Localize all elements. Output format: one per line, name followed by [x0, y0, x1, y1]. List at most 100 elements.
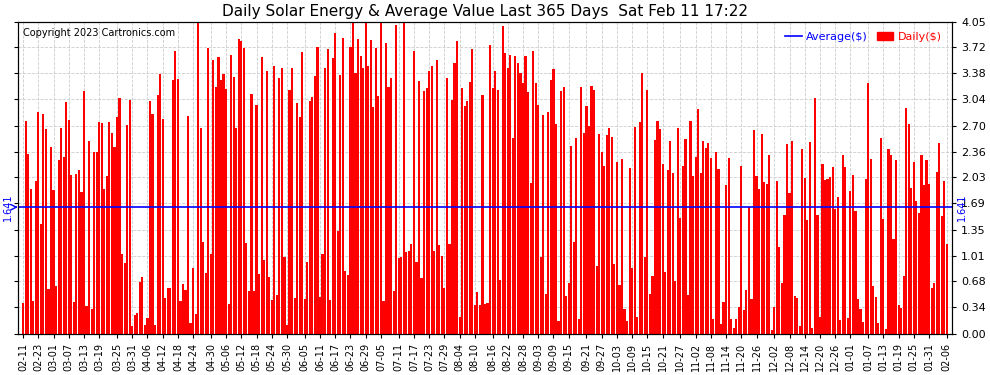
Bar [324, 69, 326, 333]
Bar [346, 276, 349, 333]
Bar [148, 101, 151, 333]
Bar [540, 257, 542, 333]
Bar [890, 154, 892, 333]
Bar [461, 88, 463, 333]
Bar [720, 324, 722, 333]
Bar [62, 157, 64, 333]
Bar [182, 284, 184, 333]
Bar [207, 48, 210, 333]
Bar [215, 87, 217, 333]
Bar [200, 128, 202, 333]
Bar [179, 301, 181, 333]
Bar [468, 82, 471, 333]
Bar [601, 152, 603, 333]
Bar [903, 276, 905, 333]
Bar [144, 326, 146, 333]
Bar [93, 152, 95, 333]
Bar [502, 26, 504, 333]
Bar [164, 298, 166, 333]
Bar [195, 314, 197, 333]
Bar [928, 184, 931, 333]
Bar [895, 160, 897, 333]
Bar [101, 123, 103, 333]
Bar [241, 41, 243, 333]
Bar [603, 166, 605, 333]
Bar [30, 189, 32, 333]
Bar [656, 121, 658, 333]
Text: Copyright 2023 Cartronics.com: Copyright 2023 Cartronics.com [23, 28, 175, 38]
Legend: Average($), Daily($): Average($), Daily($) [781, 27, 946, 46]
Bar [187, 116, 189, 333]
Bar [921, 155, 923, 333]
Bar [741, 166, 742, 333]
Bar [560, 92, 562, 333]
Bar [885, 328, 887, 333]
Bar [844, 167, 846, 333]
Bar [648, 294, 651, 333]
Bar [252, 291, 255, 333]
Bar [349, 47, 351, 333]
Bar [905, 108, 907, 333]
Bar [547, 112, 549, 333]
Bar [67, 120, 70, 333]
Bar [753, 130, 755, 333]
Bar [450, 100, 453, 333]
Bar [494, 71, 496, 333]
Bar [25, 121, 27, 333]
Bar [892, 239, 895, 333]
Bar [218, 57, 220, 333]
Bar [745, 290, 747, 333]
Bar [345, 271, 346, 333]
Bar [639, 122, 641, 333]
Bar [791, 141, 793, 333]
Bar [801, 149, 803, 333]
Bar [849, 191, 851, 333]
Bar [811, 328, 814, 333]
Bar [806, 220, 809, 333]
Bar [479, 305, 481, 333]
Bar [616, 162, 618, 333]
Bar [439, 246, 441, 333]
Bar [679, 218, 681, 333]
Bar [758, 189, 760, 333]
Bar [436, 60, 438, 333]
Bar [778, 247, 780, 333]
Bar [369, 40, 372, 333]
Bar [705, 148, 707, 333]
Bar [728, 158, 730, 333]
Bar [527, 92, 530, 333]
Bar [585, 106, 587, 333]
Bar [666, 170, 669, 333]
Bar [83, 91, 85, 333]
Bar [687, 296, 689, 333]
Bar [431, 66, 433, 333]
Bar [945, 243, 948, 333]
Bar [543, 115, 545, 333]
Bar [250, 93, 252, 333]
Bar [380, 22, 382, 333]
Bar [367, 66, 369, 333]
Bar [770, 330, 773, 333]
Bar [593, 90, 595, 333]
Bar [78, 170, 80, 333]
Bar [736, 319, 738, 333]
Bar [166, 288, 169, 333]
Bar [22, 303, 24, 333]
Bar [309, 101, 311, 333]
Bar [626, 321, 629, 333]
Bar [832, 167, 834, 333]
Bar [45, 129, 47, 333]
Bar [763, 182, 765, 333]
Bar [504, 53, 506, 333]
Bar [695, 157, 697, 333]
Bar [697, 110, 699, 333]
Bar [301, 52, 303, 333]
Bar [926, 160, 928, 333]
Bar [210, 254, 212, 333]
Bar [499, 280, 501, 333]
Bar [137, 313, 139, 333]
Bar [718, 169, 720, 333]
Bar [281, 68, 283, 333]
Bar [882, 219, 884, 333]
Bar [562, 87, 564, 333]
